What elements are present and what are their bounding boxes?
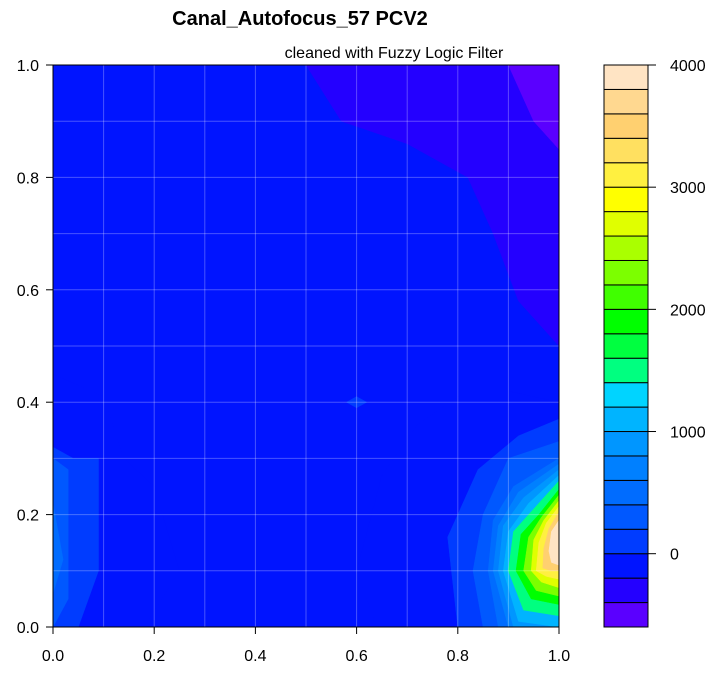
colorbar-swatch	[603, 602, 649, 628]
colorbar-swatch	[603, 211, 649, 237]
colorbar-swatch	[603, 137, 649, 164]
y-tick-label: 0.4	[17, 395, 39, 412]
y-tick-label: 0.6	[17, 283, 39, 300]
colorbar-axis: 0 1000 2000 3000 4000	[648, 58, 706, 564]
colorbar-swatch	[603, 479, 649, 506]
colorbar-swatch	[603, 284, 649, 310]
plot-area	[52, 64, 560, 628]
colorbar-swatch	[603, 64, 649, 90]
y-tick-label: 0.8	[17, 170, 39, 187]
x-tick-label: 0.8	[447, 648, 469, 665]
x-tick-label: 0.4	[244, 648, 266, 665]
colorbar-tick-label: 3000	[670, 180, 706, 197]
colorbar-swatch	[603, 333, 649, 359]
colorbar	[603, 64, 649, 628]
colorbar-tick-label: 4000	[670, 58, 706, 75]
plot-frame	[52, 64, 560, 628]
colorbar-swatch	[603, 406, 649, 433]
x-tick-label: 0.2	[143, 648, 165, 665]
colorbar-swatch	[603, 528, 649, 555]
colorbar-swatch	[603, 186, 649, 213]
contour-region	[345, 396, 368, 409]
colorbar-tick-label: 2000	[670, 302, 706, 319]
colorbar-swatch	[603, 88, 649, 115]
chart-subtitle: cleaned with Fuzzy Logic Filter	[284, 45, 504, 62]
colorbar-tick-label: 0	[670, 547, 679, 564]
colorbar-swatch	[603, 431, 649, 457]
colorbar-swatch	[603, 259, 649, 286]
colorbar-swatch	[603, 504, 649, 530]
colorbar-swatch	[603, 553, 649, 579]
x-tick-label: 0.6	[345, 648, 367, 665]
colorbar-swatch	[603, 113, 649, 139]
colorbar-swatch	[603, 357, 649, 384]
colorbar-swatch	[603, 235, 649, 261]
colorbar-tick-label: 1000	[670, 425, 706, 442]
grid-lines	[53, 65, 559, 627]
x-tick-label: 0.0	[42, 648, 64, 665]
colorbar-swatch	[603, 162, 649, 188]
colorbar-swatch	[603, 577, 649, 604]
y-tick-label: 1.0	[17, 58, 39, 75]
colorbar-swatch	[603, 455, 649, 481]
x-axis: 0.0 0.2 0.4 0.6 0.8 1.0	[42, 627, 570, 665]
x-tick-label: 1.0	[548, 648, 570, 665]
chart-title: Canal_Autofocus_57 PCV2	[172, 8, 428, 30]
colorbar-swatch	[603, 308, 649, 335]
colorbar-swatch	[603, 382, 649, 408]
y-tick-label: 0.0	[17, 620, 39, 637]
y-axis: 0.0 0.2 0.4 0.6 0.8 1.0	[17, 58, 53, 637]
y-tick-label: 0.2	[17, 508, 39, 525]
